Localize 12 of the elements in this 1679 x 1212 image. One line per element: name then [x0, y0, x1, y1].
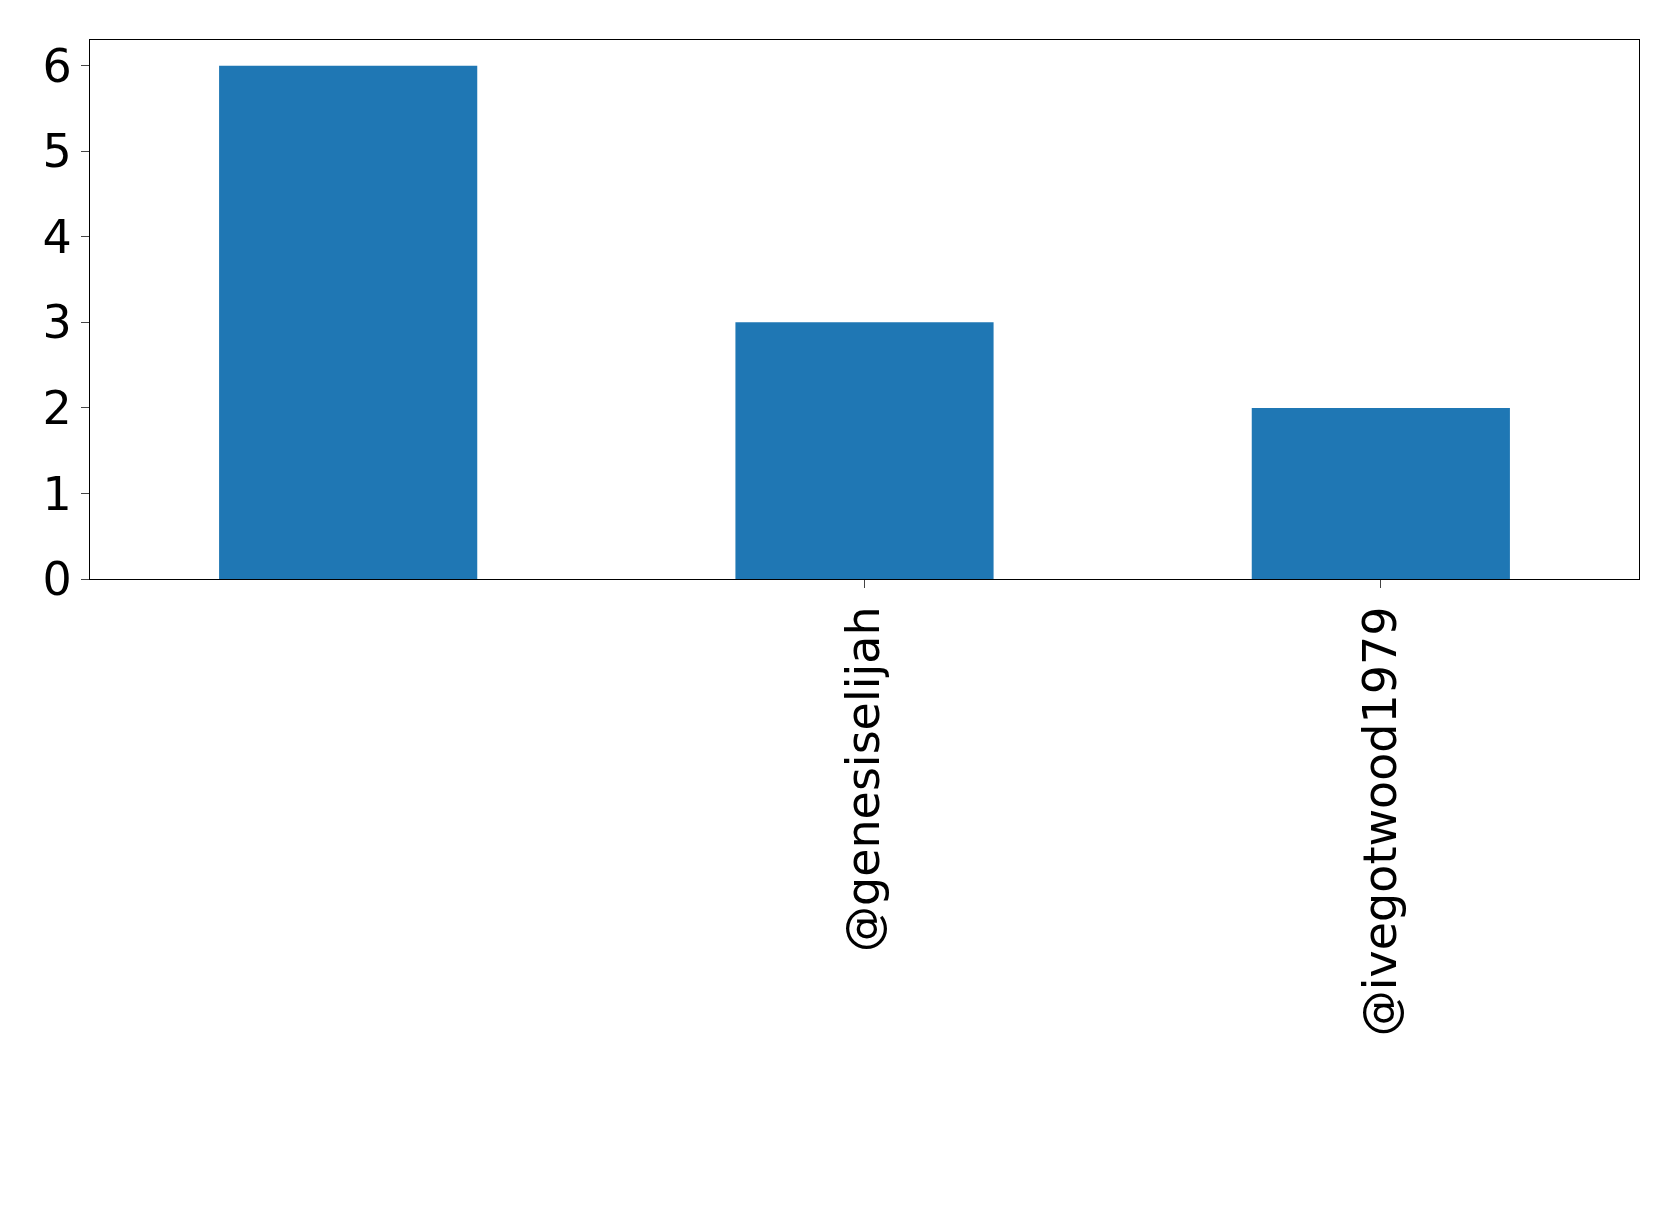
y-tick-label: 0: [42, 552, 72, 607]
x-tick-label: @ivegotwood1979: [1352, 606, 1407, 1037]
bar: [219, 65, 478, 579]
y-tick-label: 3: [42, 295, 72, 350]
y-tick-label: 6: [42, 38, 72, 93]
x-tick-label: @genesiselijah: [836, 606, 891, 953]
y-tick-label: 4: [42, 209, 72, 264]
bar: [735, 322, 994, 579]
y-tick-label: 2: [42, 380, 72, 435]
bar: [1251, 407, 1510, 579]
y-tick-label: 5: [42, 124, 72, 179]
y-tick-label: 1: [42, 466, 72, 521]
